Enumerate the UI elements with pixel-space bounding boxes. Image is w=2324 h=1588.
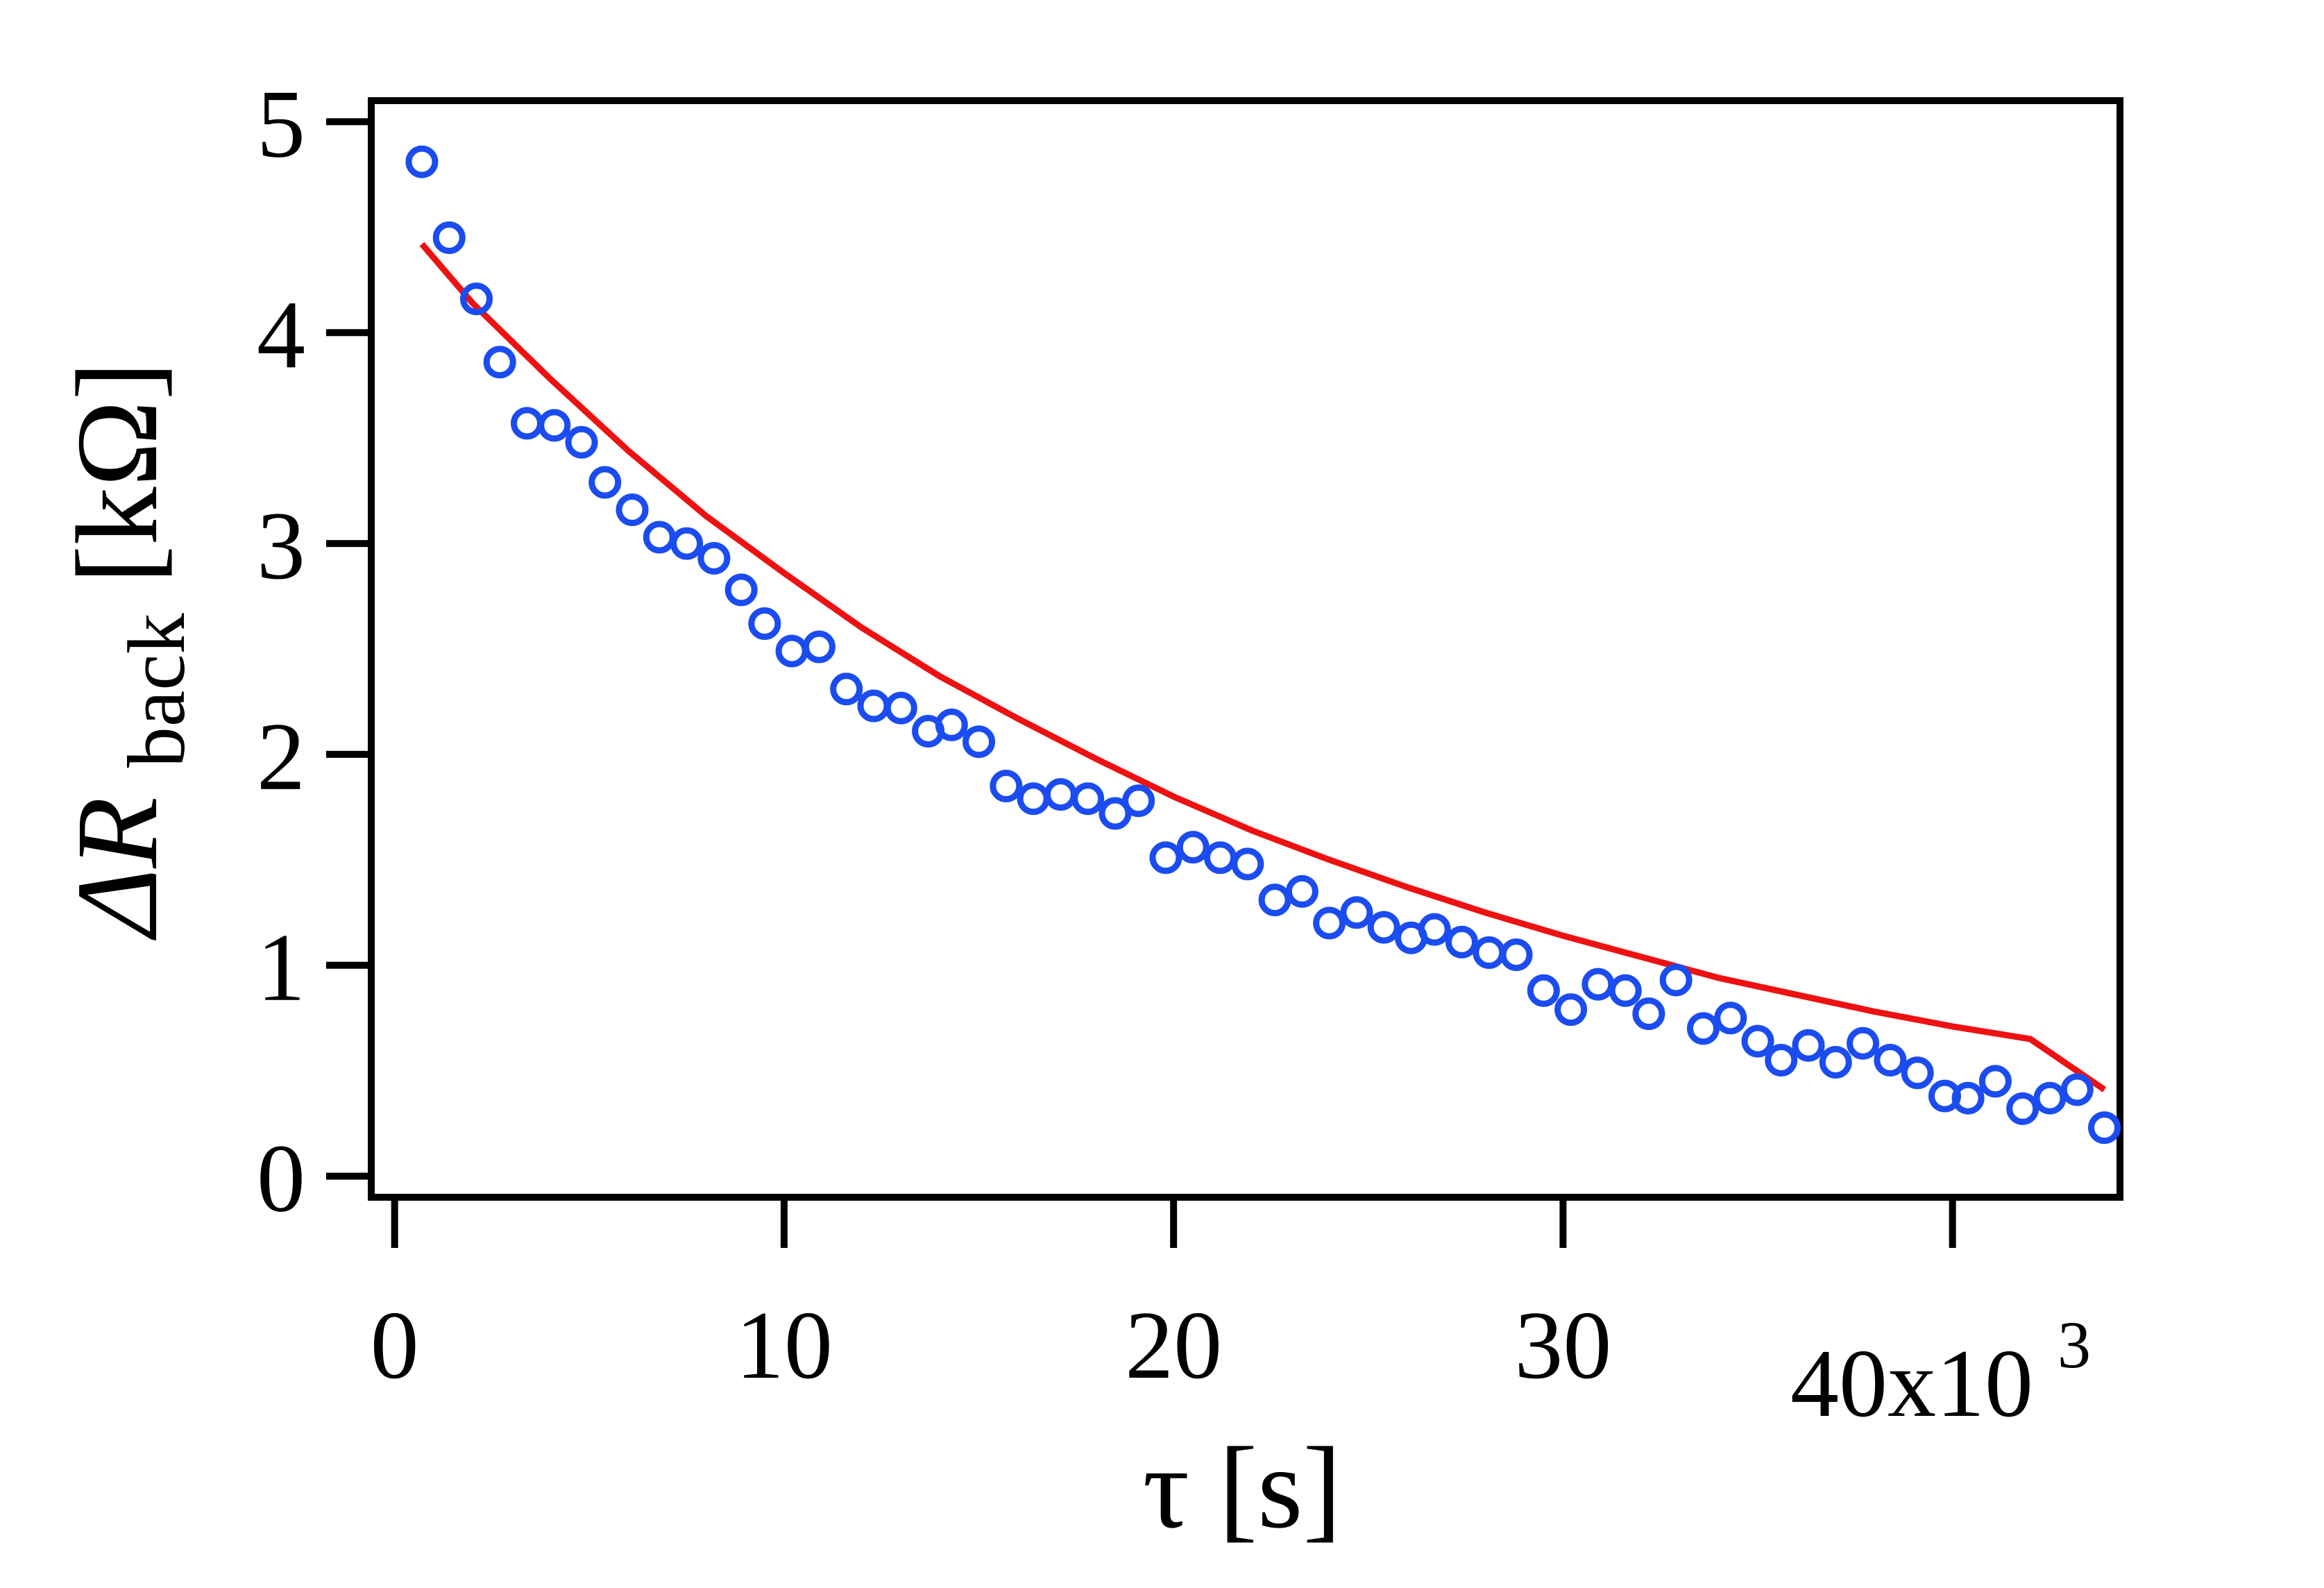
data-point [2006,1092,2039,1125]
y-tick-label: 5 [257,70,305,178]
data-point [460,282,493,316]
x-tick-label: 10 [736,1292,833,1399]
data-point [1340,896,1373,929]
data-point [2088,1111,2121,1144]
data-point [1285,875,1318,908]
data-point [1258,884,1291,917]
x-multiplier-base: 40x10 [1790,1330,2033,1437]
y-axis-label-prefix: ΔR [53,797,182,940]
fit-layer [419,242,2107,1092]
data-point [775,634,808,668]
data-point [884,691,917,725]
data-point [670,527,704,560]
data-point [643,521,676,554]
data-point [830,673,863,706]
y-axis-ticks: 0 1 2 3 4 5 [257,70,368,1233]
data-point [1122,784,1155,818]
x-axis-label: τ [s] [1143,1424,1342,1553]
data-point [565,425,598,459]
data-point [588,466,622,499]
y-tick-label: 0 [257,1125,305,1233]
data-point [748,607,781,641]
data-point [2060,1073,2094,1106]
data-point [1686,1012,1720,1045]
data-point [1231,847,1264,881]
x-multiplier-label: 40x10 3 [1790,1308,2091,1437]
data-point [1044,778,1077,811]
data-point [616,493,649,526]
data-point [1978,1065,2012,1098]
x-tick-label: 0 [371,1292,419,1399]
data-point [1765,1044,1798,1076]
data-point [857,689,890,723]
y-axis-label: ΔR back [kΩ] [53,362,210,941]
y-tick-label: 2 [257,703,305,811]
data-point [1609,974,1642,1007]
x-tick-label: 20 [1125,1292,1222,1399]
y-axis-label-subscript: back [111,613,202,768]
data-point [405,145,439,178]
data-point [1176,831,1210,864]
data-point [697,541,731,575]
y-tick-label: 1 [257,914,305,1022]
data-point [510,407,543,440]
data-point [1741,1024,1774,1058]
data-point [1632,997,1665,1031]
data-point [1659,963,1693,997]
data-point [1473,936,1506,970]
data-point [538,409,571,442]
data-point [1581,968,1615,1001]
x-multiplier-exponent: 3 [2058,1308,2091,1382]
y-tick-label: 3 [257,492,305,600]
data-point [1792,1029,1825,1062]
x-tick-label: 30 [1514,1292,1611,1399]
points-layer [405,145,2121,1144]
data-point [1527,974,1560,1007]
data-point [1204,841,1237,875]
data-point [1874,1044,1907,1076]
data-point [1554,993,1588,1027]
data-point [1017,782,1050,816]
data-point [1367,911,1400,944]
y-axis-label-unit: [kΩ] [53,362,182,584]
data-point [724,573,758,607]
data-point [1149,841,1182,875]
data-point [1500,938,1533,972]
data-point [1313,906,1346,940]
data-point [1445,925,1478,958]
data-point [2033,1081,2067,1115]
data-point [1714,1002,1747,1035]
data-point [1071,782,1105,816]
data-point [1951,1081,1985,1115]
data-point [1819,1046,1852,1079]
plot-frame [368,97,2123,1201]
data-point [962,725,996,759]
fit-curve [419,242,2107,1092]
data-point [1901,1056,1934,1090]
data-point [935,708,968,741]
data-point [990,770,1023,802]
data-point [483,346,516,379]
y-tick-label: 4 [257,281,305,389]
data-point [1418,913,1451,946]
data-point [432,221,466,254]
data-point [802,630,836,664]
data-point [1847,1027,1880,1060]
x-axis-ticks: 0 10 20 30 [371,1201,1956,1399]
